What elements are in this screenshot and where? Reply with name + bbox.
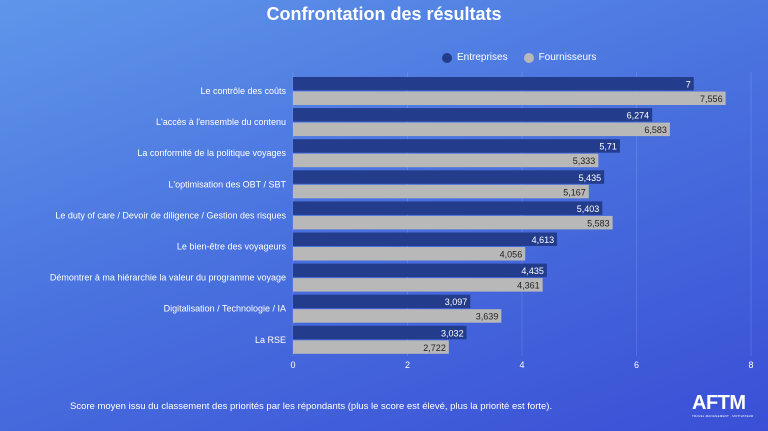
bar-fournisseurs [293, 340, 449, 354]
x-tick-label: 8 [748, 360, 753, 370]
bar-entreprises [293, 232, 558, 246]
legend-item-entreprises[interactable]: Entreprises [442, 52, 508, 63]
data-label: 4,056 [500, 250, 523, 260]
data-label: 3,032 [441, 328, 464, 338]
category-label: Le duty of care / Devoir de diligence / … [55, 210, 286, 220]
x-tick-label: 6 [634, 360, 639, 370]
logo-name: AFTM [692, 392, 746, 414]
bar-fournisseurs [293, 247, 526, 261]
data-label: 4,613 [532, 235, 555, 245]
data-label: 7 [686, 80, 691, 90]
legend-dot-entreprises [442, 52, 452, 63]
category-label: La RSE [255, 335, 286, 345]
bar-entreprises [293, 201, 603, 215]
logo-tagline: TRAVEL MANAGEMENT · MOTIVATEUR [692, 414, 754, 418]
bar-entreprises [293, 294, 471, 309]
data-label: 3,097 [445, 297, 468, 307]
legend-label: Fournisseurs [538, 52, 597, 63]
category-label: La conformité de la politique voyages [137, 148, 286, 158]
data-label: 4,435 [521, 266, 544, 276]
bar-entreprises [293, 263, 547, 278]
category-label: Le contrôle des coûts [200, 86, 286, 96]
x-tick-label: 2 [405, 360, 410, 370]
data-label: 5,333 [573, 156, 596, 166]
data-label: 4,361 [517, 281, 540, 291]
data-label: 3,639 [476, 312, 499, 322]
category-label: L'optimisation des OBT / SBT [168, 179, 286, 189]
aftm-logo: AFTM TRAVEL MANAGEMENT · MOTIVATEUR [692, 393, 762, 418]
data-label: 6,274 [627, 111, 650, 121]
bar-entreprises [293, 139, 620, 153]
data-label: 7,556 [700, 94, 723, 104]
bar-fournisseurs [293, 278, 543, 292]
category-label: Digitalisation / Technologie / IA [164, 304, 286, 314]
legend-label: Entreprises [457, 52, 508, 63]
legend: Entreprises Fournisseurs [442, 52, 596, 63]
bar-entreprises [293, 325, 467, 340]
x-tick-label: 4 [519, 360, 524, 370]
data-label: 5,583 [587, 218, 610, 228]
data-label: 5,435 [579, 173, 602, 183]
footnote: Score moyen issu du classement des prior… [70, 401, 553, 412]
chart-title: Confrontation des résultats [266, 4, 502, 24]
data-label: 5,167 [563, 187, 586, 197]
category-label: Le bien-être des voyageurs [177, 242, 287, 252]
category-label: L'accès à l'ensemble du contenu [156, 117, 286, 127]
x-tick-label: 0 [290, 360, 295, 370]
bar-entreprises [293, 170, 605, 184]
legend-item-fournisseurs[interactable]: Fournisseurs [523, 52, 597, 63]
bar-fournisseurs [293, 153, 599, 168]
bar-fournisseurs [293, 91, 726, 105]
legend-dot-fournisseurs [523, 52, 534, 63]
bar-fournisseurs [293, 122, 670, 137]
bar-fournisseurs [293, 184, 589, 199]
data-label: 5,403 [577, 204, 600, 214]
bar-fournisseurs [293, 215, 613, 230]
data-label: 5,71 [599, 142, 617, 152]
bar-entreprises [293, 77, 694, 91]
data-label: 6,583 [644, 125, 667, 135]
category-label: Démontrer à ma hiérarchie la valeur du p… [50, 273, 286, 283]
bar-fournisseurs [293, 309, 502, 323]
bar-entreprises [293, 108, 653, 122]
data-label: 2,722 [423, 343, 446, 353]
